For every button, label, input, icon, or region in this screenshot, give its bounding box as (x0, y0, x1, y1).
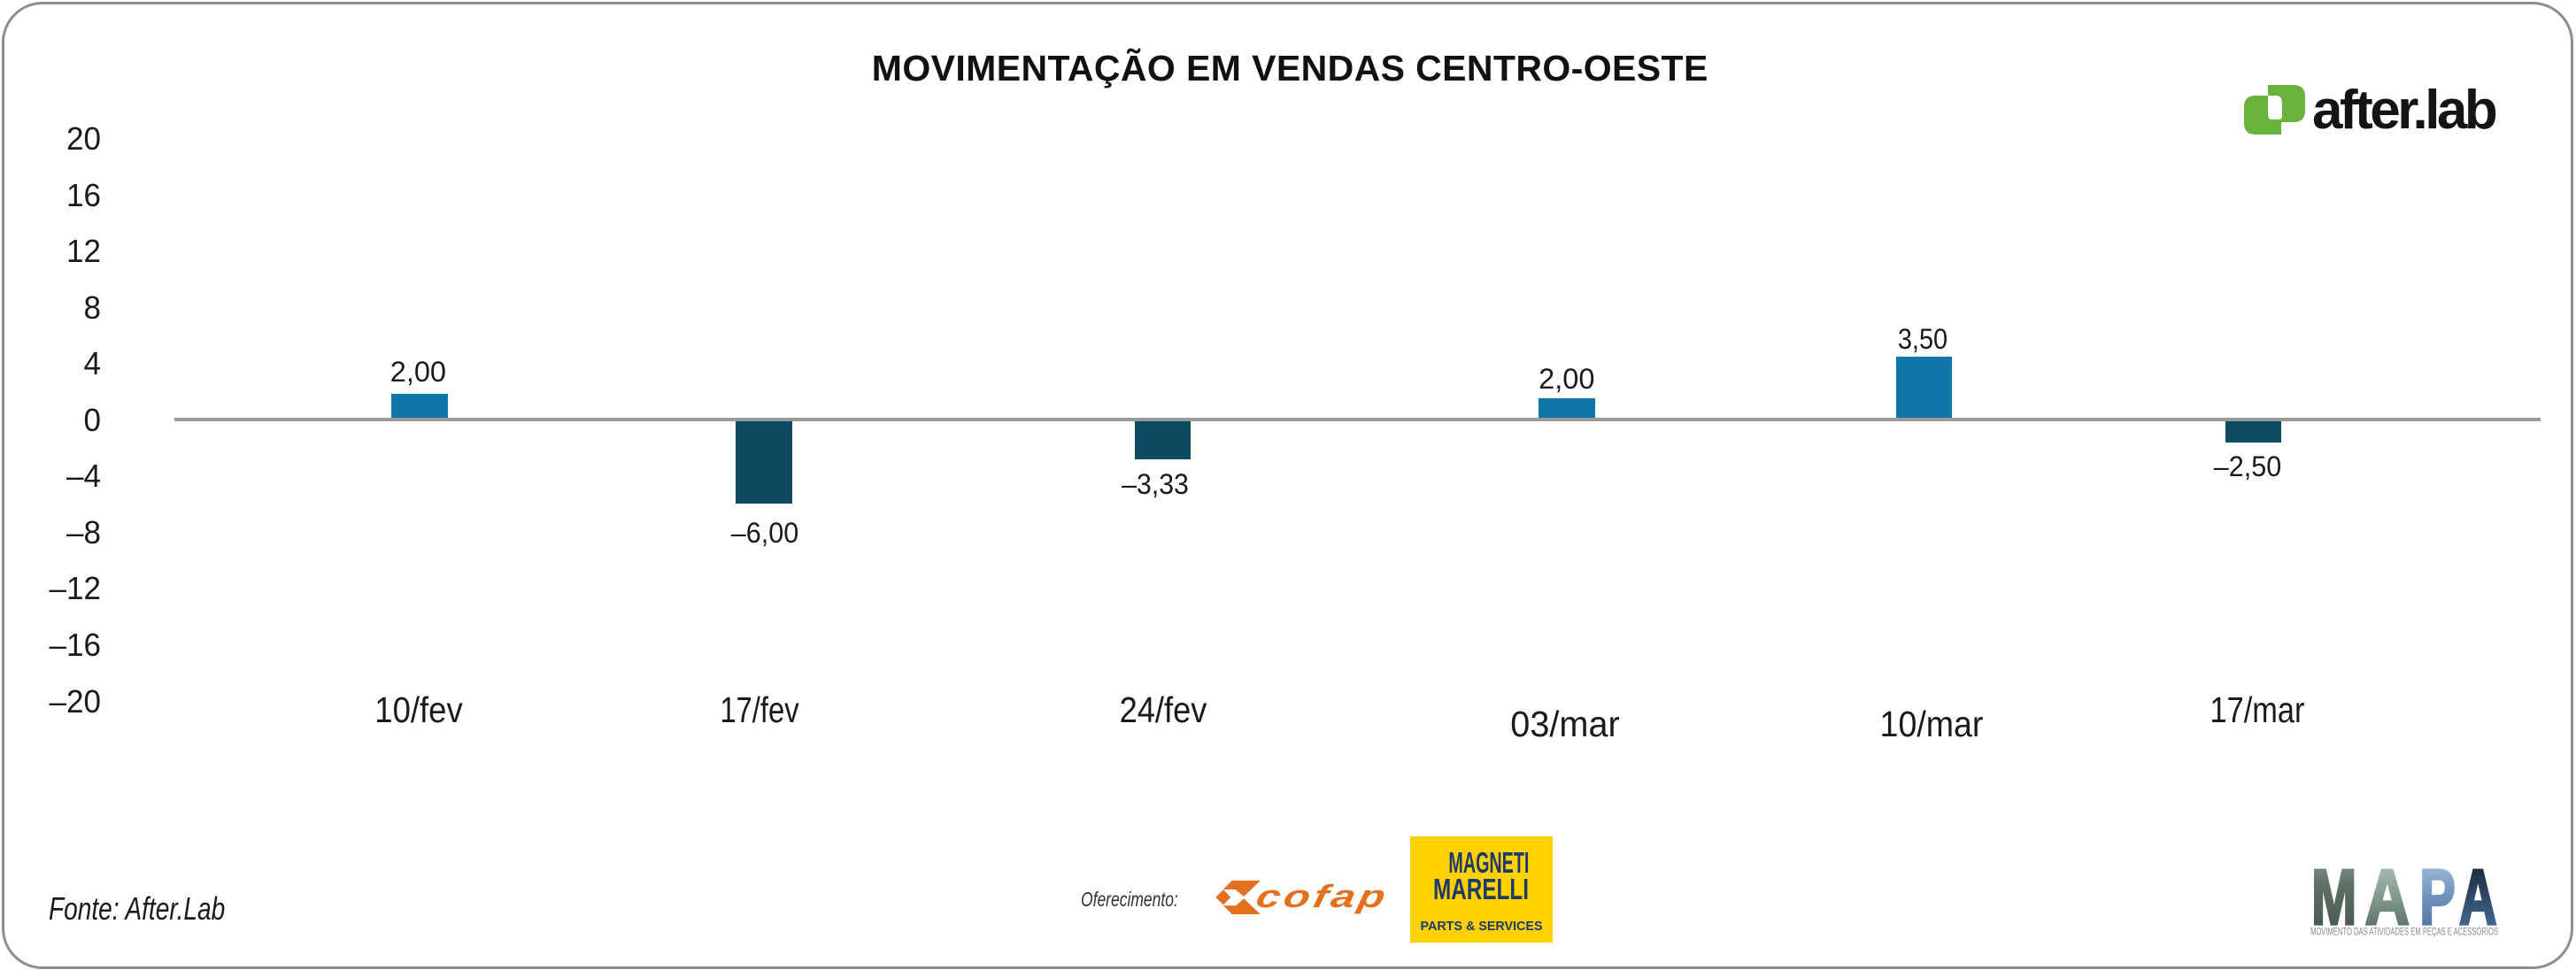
svg-text:M: M (2311, 854, 2356, 941)
svg-text:A: A (2365, 853, 2410, 941)
svg-text:MAGNETI: MAGNETI (1448, 846, 1529, 879)
svg-text:MOVIMENTO DAS ATIVIDADES EM PE: MOVIMENTO DAS ATIVIDADES EM PEÇAS E ACES… (2310, 927, 2498, 938)
svg-text:MARELLI: MARELLI (1433, 873, 1529, 905)
svg-text:P: P (2419, 855, 2455, 942)
svg-text:A: A (2459, 853, 2497, 941)
svg-text:PARTS & SERVICES: PARTS & SERVICES (1420, 919, 1542, 934)
